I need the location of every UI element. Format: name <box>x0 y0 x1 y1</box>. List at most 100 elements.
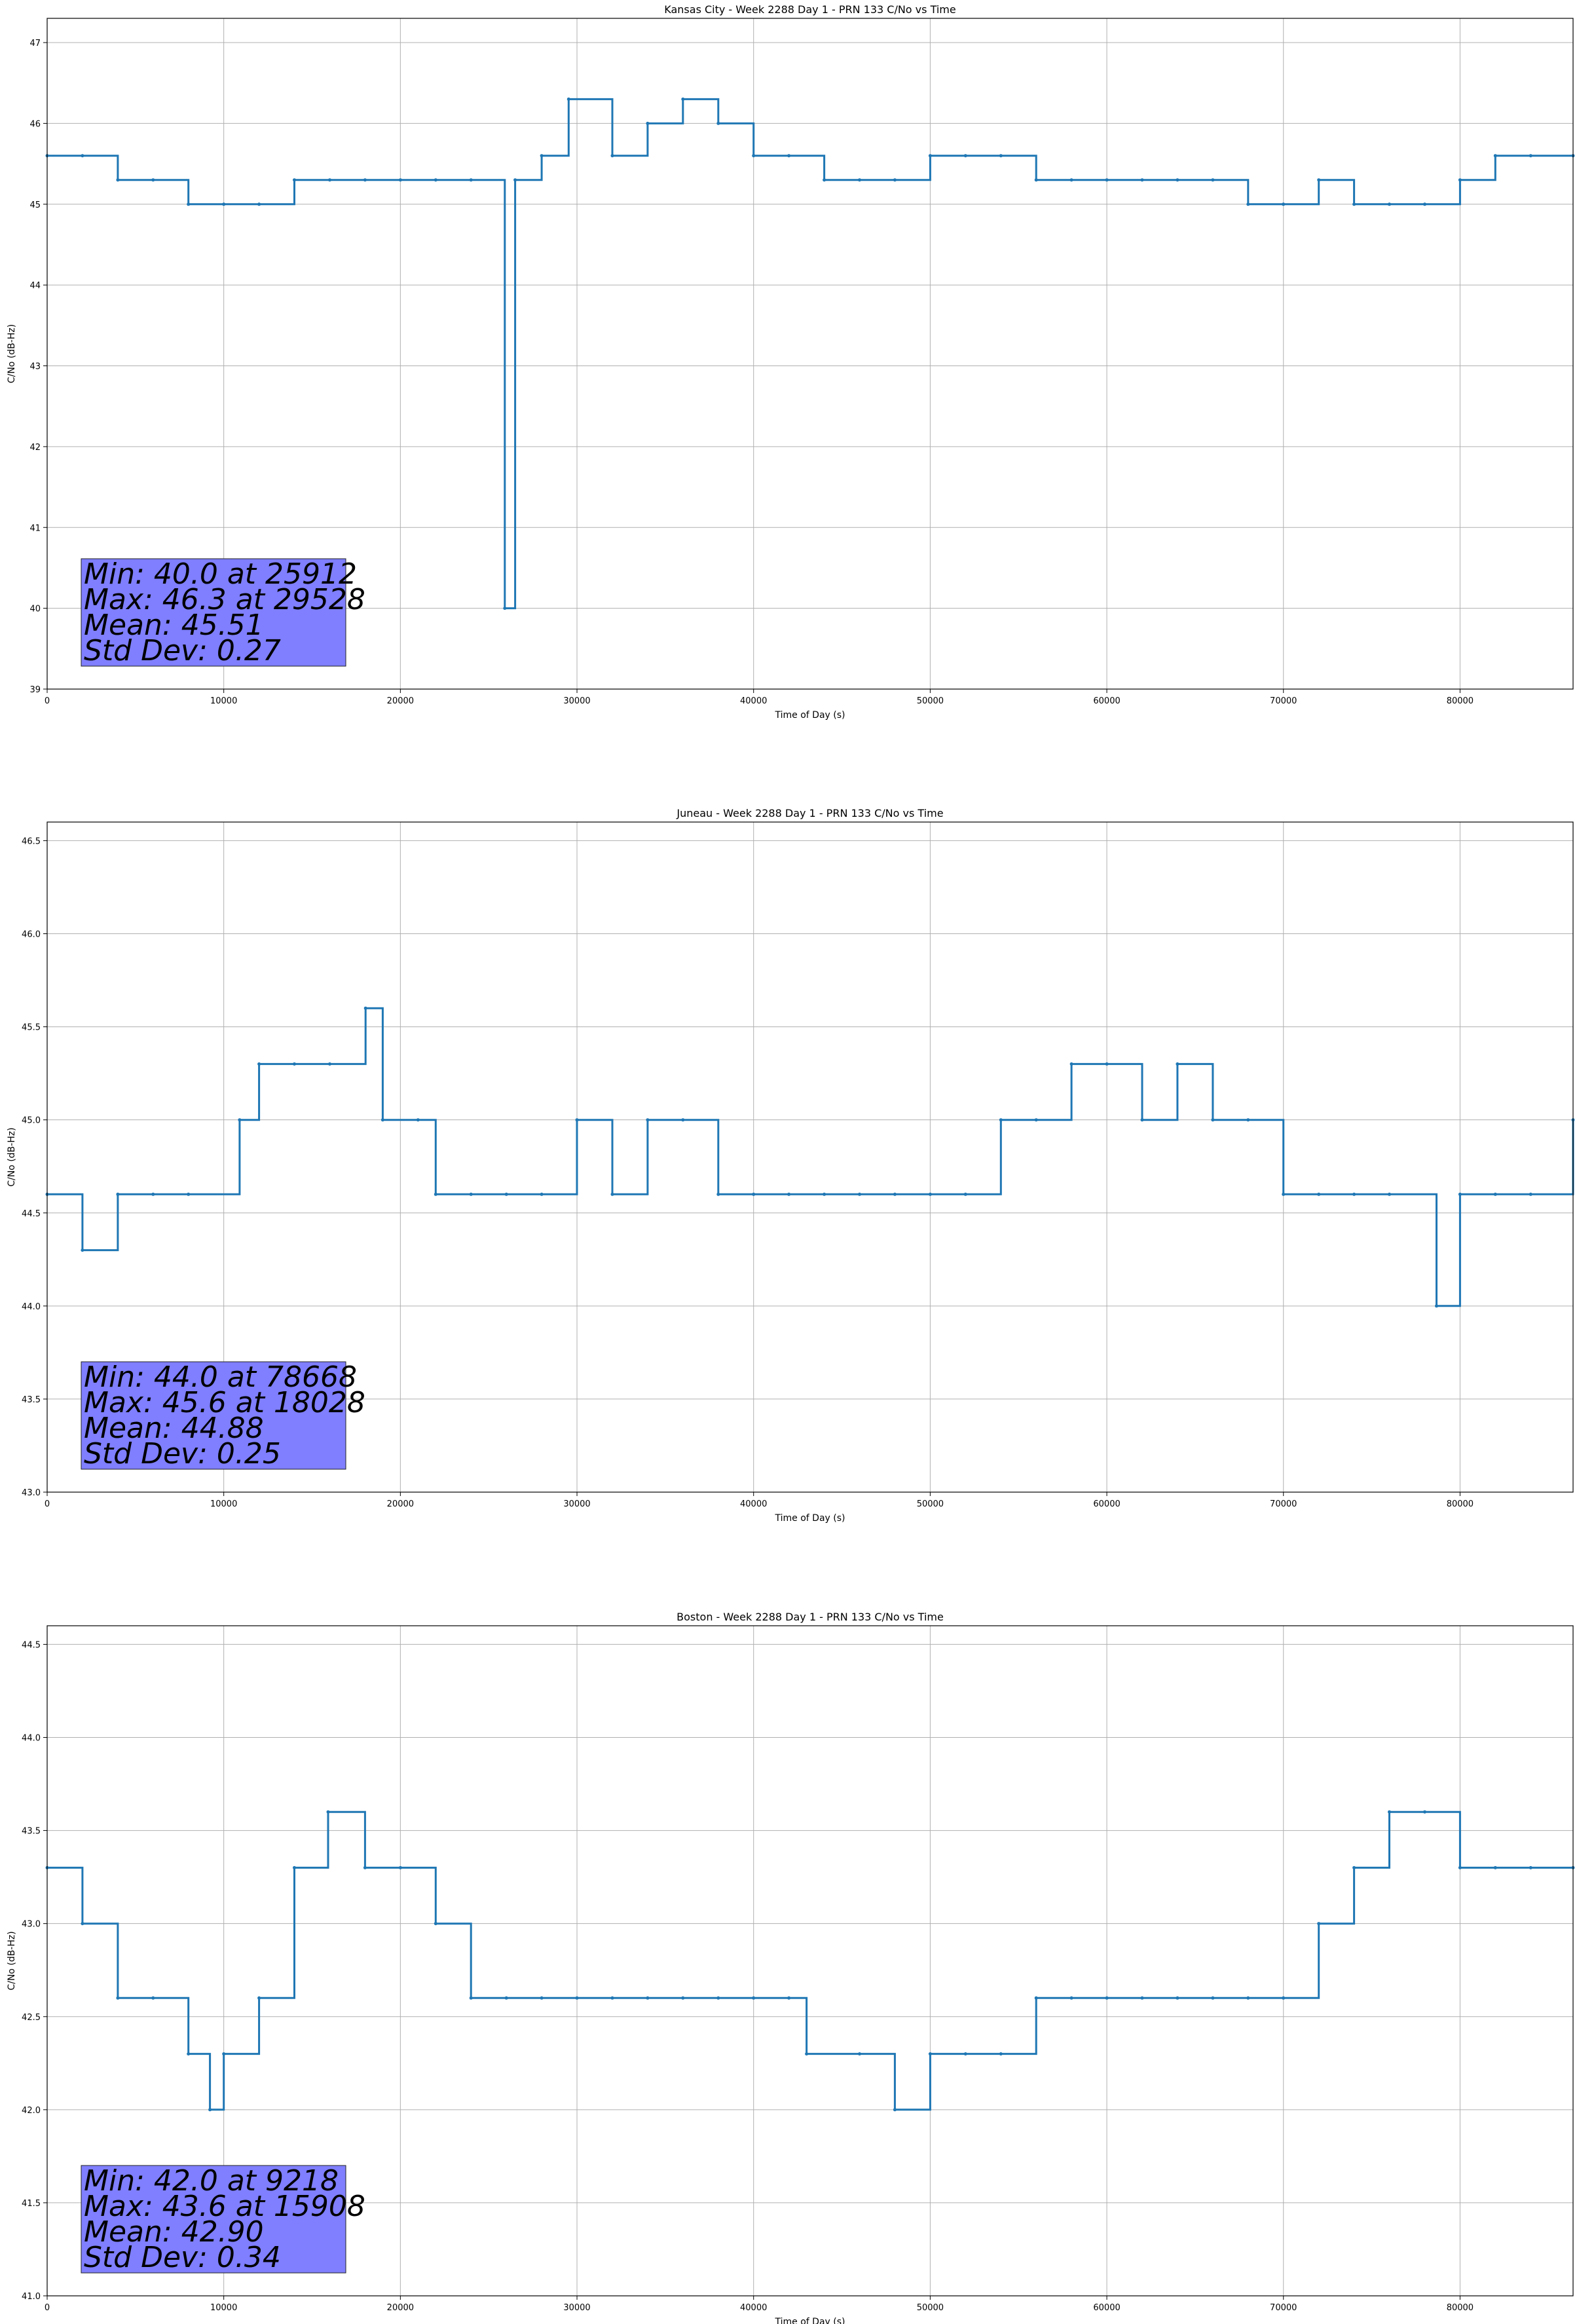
stats-box <box>81 558 346 667</box>
data-point <box>999 154 1003 158</box>
x-tick-label: 10000 <box>210 1499 237 1509</box>
data-point <box>1069 1062 1073 1066</box>
data-point <box>752 1192 756 1196</box>
data-point <box>469 178 473 182</box>
stats-line: Mean: 44.88 <box>84 1412 264 1445</box>
data-point <box>398 1865 402 1869</box>
x-tick-label: 20000 <box>387 2303 414 2313</box>
data-point <box>928 2052 932 2056</box>
data-point <box>963 154 967 158</box>
stats-line: Min: 42.0 at 9218 <box>84 2164 339 2198</box>
data-point <box>363 1006 367 1010</box>
y-tick-label: 44.0 <box>22 1302 41 1312</box>
data-point <box>1211 178 1215 182</box>
x-tick-label: 80000 <box>1447 1499 1474 1509</box>
series-line <box>47 1007 1574 1307</box>
y-tick-label: 42 <box>29 443 41 453</box>
data-point <box>1282 202 1286 206</box>
x-tick-label: 70000 <box>1270 1499 1297 1509</box>
data-point <box>858 178 861 182</box>
chart-panel-3: 0 10000 20000 30000 40000 50000 60000 70000 8000… <box>7 1611 1575 2324</box>
data-point <box>787 1192 791 1196</box>
x-tick-label: 0 <box>45 2303 50 2313</box>
chart-title: Kansas City - Week 2288 Day 1 - PRN 133 … <box>664 3 955 16</box>
data-point <box>222 2052 226 2056</box>
chart-panel-2: 0 10000 20000 30000 40000 50000 60000 70000 8000… <box>7 807 1575 1524</box>
data-point <box>1140 1118 1144 1122</box>
y-tick-label: 42.5 <box>22 2013 41 2023</box>
chart-panel-1: 0 10000 20000 30000 40000 50000 60000 70000 8000… <box>7 3 1575 721</box>
x-axis-label: Time of Day (s) <box>775 710 845 721</box>
data-point <box>1493 154 1497 158</box>
data-point <box>575 1996 579 2000</box>
y-tick-label: 45.0 <box>22 1116 41 1126</box>
data-point <box>504 1192 508 1196</box>
data-point <box>1246 1996 1250 2000</box>
stats-line: Min: 44.0 at 78668 <box>84 1360 357 1394</box>
x-tick-label: 70000 <box>1270 696 1297 706</box>
data-point <box>1211 1996 1215 2000</box>
data-point <box>1352 1865 1356 1869</box>
data-point <box>1529 1865 1532 1869</box>
y-tick-label: 45.5 <box>22 1023 41 1033</box>
stats-box <box>81 2165 346 2274</box>
stats-line: Max: 46.3 at 29528 <box>84 583 365 616</box>
data-point <box>646 121 650 125</box>
data-point <box>469 1192 473 1196</box>
data-point <box>116 1996 120 2000</box>
x-tick-label: 0 <box>45 696 50 706</box>
y-tick-label: 41.0 <box>22 2292 41 2302</box>
y-tick-label: 46 <box>29 119 41 129</box>
data-point <box>928 154 932 158</box>
data-point <box>1282 1192 1286 1196</box>
data-point <box>434 1192 437 1196</box>
data-point <box>823 178 826 182</box>
data-point <box>398 178 402 182</box>
data-point <box>893 1192 897 1196</box>
data-point <box>187 2052 191 2056</box>
data-point <box>257 1062 261 1066</box>
data-point <box>434 178 437 182</box>
data-point <box>999 1118 1003 1122</box>
data-point <box>646 1996 650 2000</box>
data-point <box>1423 202 1426 206</box>
data-point <box>1211 1118 1215 1122</box>
data-point <box>1034 1996 1038 2000</box>
y-tick-label: 44.5 <box>22 1640 41 1650</box>
data-point <box>1317 1922 1321 1926</box>
data-point <box>81 154 84 158</box>
data-point <box>787 154 791 158</box>
data-point <box>1282 1996 1286 2000</box>
data-point <box>151 1996 155 2000</box>
y-tick-label: 47 <box>29 39 41 48</box>
data-point <box>1105 1996 1109 2000</box>
data-point <box>1458 1192 1462 1196</box>
data-point <box>540 154 544 158</box>
data-point <box>963 2052 967 2056</box>
x-tick-label: 50000 <box>917 696 944 706</box>
x-tick-label: 70000 <box>1270 2303 1297 2313</box>
data-point <box>151 178 155 182</box>
series-line <box>47 1810 1573 2111</box>
stats-line: Std Dev: 0.25 <box>84 1437 281 1471</box>
chart-title: Boston - Week 2288 Day 1 - PRN 133 C/No … <box>677 1611 944 1623</box>
data-point <box>1529 1192 1532 1196</box>
stats-line: Mean: 45.51 <box>84 609 264 642</box>
x-tick-label: 30000 <box>563 1499 590 1509</box>
data-point <box>238 1118 242 1122</box>
data-point <box>416 1118 420 1122</box>
data-point <box>380 1118 384 1122</box>
y-tick-label: 44.5 <box>22 1209 41 1219</box>
y-axis-label: C/No (dB-Hz) <box>7 1127 17 1186</box>
data-point <box>752 154 756 158</box>
data-point <box>1140 178 1144 182</box>
data-point <box>293 1865 296 1869</box>
data-point <box>1388 202 1391 206</box>
data-point <box>363 178 367 182</box>
y-tick-label: 39 <box>29 685 41 695</box>
data-point <box>566 97 570 101</box>
y-tick-label: 43.5 <box>22 1395 41 1405</box>
series-line <box>47 98 1573 610</box>
x-tick-label: 10000 <box>210 2303 237 2313</box>
data-point <box>504 1996 508 2000</box>
